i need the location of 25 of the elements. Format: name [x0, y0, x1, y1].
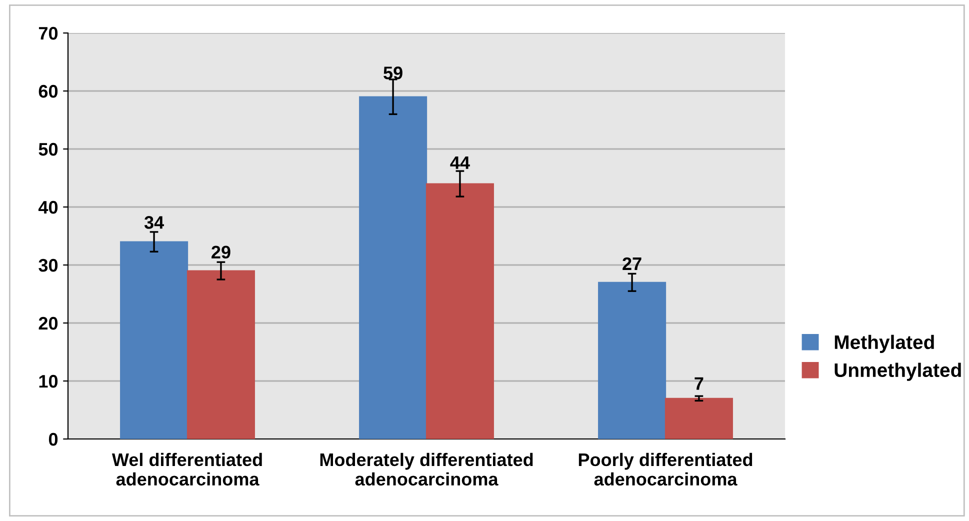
y-tick-label: 60 [38, 84, 58, 98]
y-tick-label: 10 [39, 374, 58, 388]
data-label: 59 [384, 66, 402, 80]
data-label: 29 [212, 246, 230, 259]
bar [664, 398, 733, 439]
x-tick-label: Wel differentiated adenocarcinoma [112, 452, 262, 486]
y-tick-label: 30 [38, 258, 58, 272]
x-tick-label: Moderately differentiated adenocarcinoma [320, 452, 533, 486]
bar [598, 282, 666, 439]
data-label: 34 [144, 216, 164, 229]
bar [120, 241, 188, 439]
y-tick-label: 40 [38, 200, 58, 214]
y-tick-label: 70 [38, 26, 58, 40]
y-tick-label: 0 [48, 432, 58, 446]
y-tick-label: 50 [38, 142, 58, 156]
legend-label: Methylated [834, 334, 934, 353]
x-tick-label: Poorly differentiated adenocarcinoma [578, 452, 752, 486]
data-label: 27 [622, 257, 642, 270]
data-label: 44 [450, 156, 470, 169]
data-label: 7 [694, 377, 704, 390]
bar [359, 96, 428, 439]
legend-label: Unmethylated [834, 362, 961, 381]
bar [186, 270, 255, 439]
bar [426, 183, 494, 439]
y-tick-label: 20 [38, 316, 58, 330]
